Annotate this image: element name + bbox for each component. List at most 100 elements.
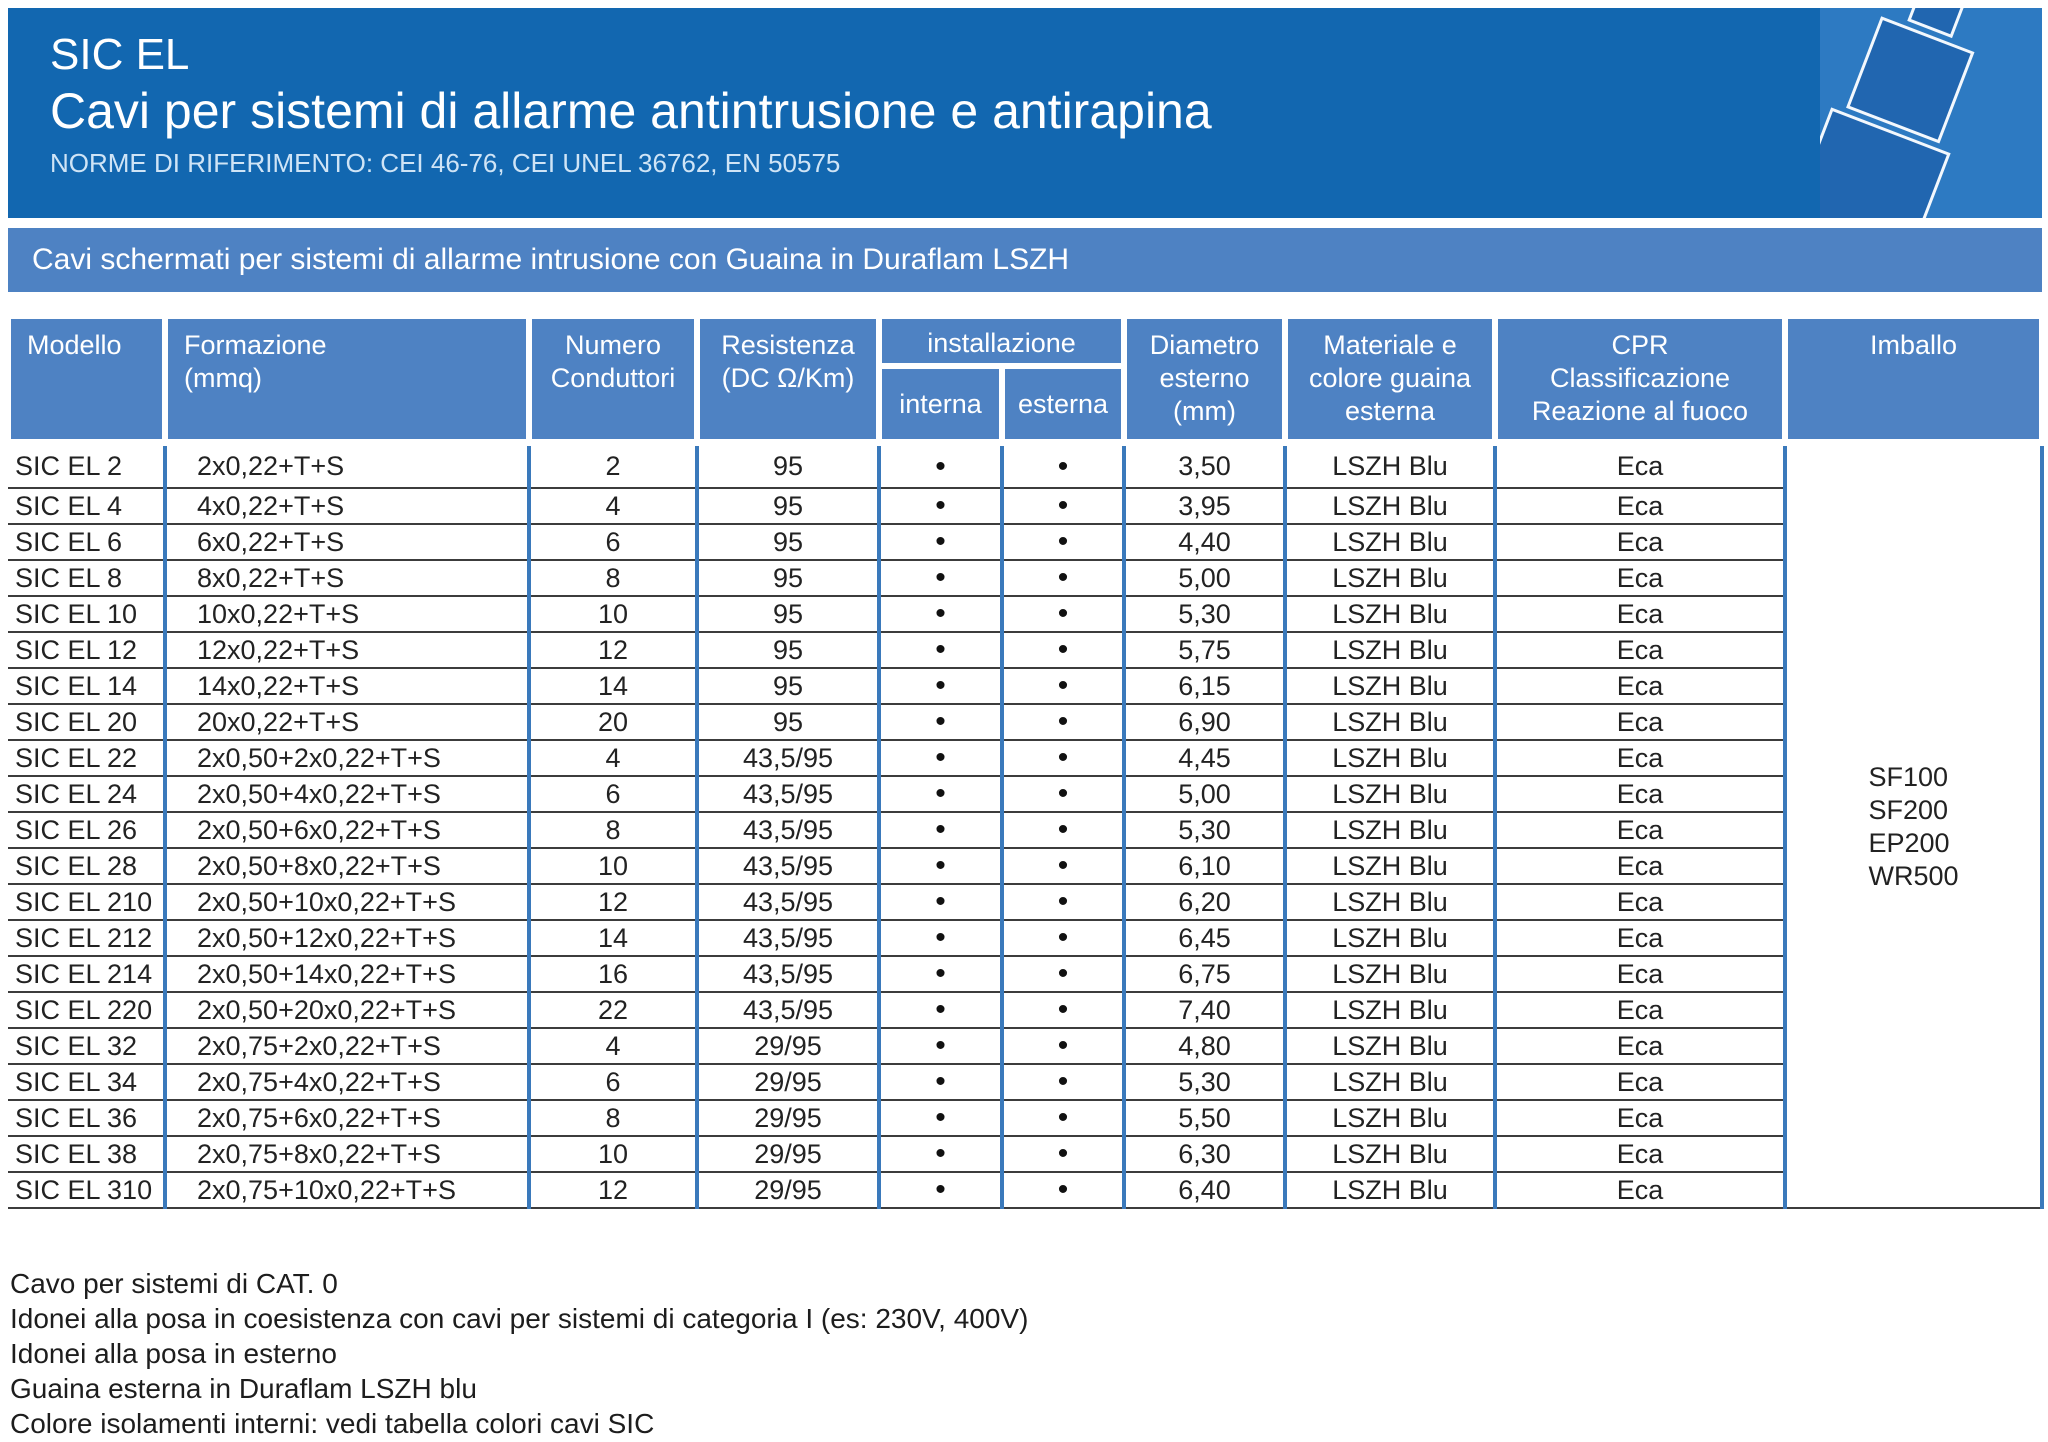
install-esterna-cell: • bbox=[1002, 955, 1126, 992]
model-cell: SIC EL 2 bbox=[8, 446, 167, 488]
conductors-cell: 6 bbox=[529, 775, 699, 812]
cpr-cell: Eca bbox=[1495, 1099, 1787, 1136]
model-cell: SIC EL 24 bbox=[8, 775, 167, 812]
diameter-cell: 4,80 bbox=[1124, 1027, 1287, 1064]
column-header-numero-conduttori: Numero Conduttori bbox=[529, 316, 697, 442]
resistance-cell: 43,5/95 bbox=[697, 991, 881, 1028]
install-interna-cell: • bbox=[879, 595, 1004, 632]
page-title: Cavi per sistemi di allarme antintrusion… bbox=[50, 83, 1212, 139]
sheath-cell: LSZH Blu bbox=[1285, 667, 1497, 704]
install-interna-cell: • bbox=[879, 631, 1004, 668]
table-row: SIC EL 36 2x0,75+6x0,22+T+S 8 29/95 • • … bbox=[8, 1099, 2042, 1136]
sheath-cell: LSZH Blu bbox=[1285, 955, 1497, 992]
cpr-cell: Eca bbox=[1495, 1171, 1787, 1209]
formation-cell: 2x0,50+14x0,22+T+S bbox=[165, 955, 531, 992]
sheath-cell: LSZH Blu bbox=[1285, 523, 1497, 560]
diameter-cell: 5,30 bbox=[1124, 1063, 1287, 1100]
install-esterna-cell: • bbox=[1002, 1027, 1126, 1064]
model-cell: SIC EL 220 bbox=[8, 991, 167, 1028]
column-header-installazione: installazione bbox=[879, 316, 1124, 366]
diameter-cell: 5,75 bbox=[1124, 631, 1287, 668]
formation-cell: 10x0,22+T+S bbox=[165, 595, 531, 632]
note-line: Guaina esterna in Duraflam LSZH blu bbox=[10, 1373, 477, 1404]
install-interna-cell: • bbox=[879, 1099, 1004, 1136]
column-header-materiale: Materiale e colore guaina esterna bbox=[1285, 316, 1495, 442]
cpr-cell: Eca bbox=[1495, 1027, 1787, 1064]
install-interna-cell: • bbox=[879, 739, 1004, 776]
table-row: SIC EL 214 2x0,50+14x0,22+T+S 16 43,5/95… bbox=[8, 955, 2042, 992]
install-interna-cell: • bbox=[879, 1171, 1004, 1209]
diameter-cell: 5,00 bbox=[1124, 559, 1287, 596]
formation-cell: 2x0,50+12x0,22+T+S bbox=[165, 919, 531, 956]
table-row: SIC EL 38 2x0,75+8x0,22+T+S 10 29/95 • •… bbox=[8, 1135, 2042, 1172]
install-esterna-cell: • bbox=[1002, 775, 1126, 812]
install-esterna-cell: • bbox=[1002, 446, 1126, 488]
model-cell: SIC EL 214 bbox=[8, 955, 167, 992]
section-banner: Cavi schermati per sistemi di allarme in… bbox=[8, 228, 2042, 292]
conductors-cell: 12 bbox=[529, 1171, 699, 1209]
sheath-cell: LSZH Blu bbox=[1285, 847, 1497, 884]
conductors-cell: 14 bbox=[529, 667, 699, 704]
formation-cell: 2x0,50+6x0,22+T+S bbox=[165, 811, 531, 848]
install-interna-cell: • bbox=[879, 919, 1004, 956]
diameter-cell: 5,30 bbox=[1124, 595, 1287, 632]
install-esterna-cell: • bbox=[1002, 847, 1126, 884]
table-row: SIC EL 4 4x0,22+T+S 4 95 • • 3,95 LSZH B… bbox=[8, 487, 2042, 524]
resistance-cell: 29/95 bbox=[697, 1027, 881, 1064]
column-header-diametro: Diametro esterno (mm) bbox=[1124, 316, 1285, 442]
install-esterna-cell: • bbox=[1002, 883, 1126, 920]
conductors-cell: 8 bbox=[529, 559, 699, 596]
conductors-cell: 20 bbox=[529, 703, 699, 740]
diameter-cell: 5,50 bbox=[1124, 1099, 1287, 1136]
cpr-cell: Eca bbox=[1495, 739, 1787, 776]
table-row: SIC EL 32 2x0,75+2x0,22+T+S 4 29/95 • • … bbox=[8, 1027, 2042, 1064]
table-header: Modello Formazione (mmq) Numero Condutto… bbox=[8, 316, 2042, 442]
conductors-cell: 10 bbox=[529, 595, 699, 632]
install-esterna-cell: • bbox=[1002, 811, 1126, 848]
cpr-cell: Eca bbox=[1495, 955, 1787, 992]
install-esterna-cell: • bbox=[1002, 1063, 1126, 1100]
diameter-cell: 6,90 bbox=[1124, 703, 1287, 740]
resistance-cell: 95 bbox=[697, 595, 881, 632]
column-header-modello: Modello bbox=[8, 316, 165, 442]
model-cell: SIC EL 20 bbox=[8, 703, 167, 740]
column-header-interna: interna bbox=[879, 366, 1002, 442]
cpr-cell: Eca bbox=[1495, 523, 1787, 560]
sheath-cell: LSZH Blu bbox=[1285, 703, 1497, 740]
cpr-cell: Eca bbox=[1495, 1135, 1787, 1172]
diameter-cell: 4,40 bbox=[1124, 523, 1287, 560]
install-interna-cell: • bbox=[879, 703, 1004, 740]
note-line: Idonei alla posa in coesistenza con cavi… bbox=[10, 1303, 1029, 1334]
model-cell: SIC EL 28 bbox=[8, 847, 167, 884]
cpr-cell: Eca bbox=[1495, 775, 1787, 812]
install-interna-cell: • bbox=[879, 1027, 1004, 1064]
note-line: Idonei alla posa in esterno bbox=[10, 1338, 337, 1369]
formation-cell: 2x0,75+8x0,22+T+S bbox=[165, 1135, 531, 1172]
sheath-cell: LSZH Blu bbox=[1285, 1099, 1497, 1136]
model-cell: SIC EL 34 bbox=[8, 1063, 167, 1100]
table-row: SIC EL 220 2x0,50+20x0,22+T+S 22 43,5/95… bbox=[8, 991, 2042, 1028]
norms-line: NORME DI RIFERIMENTO: CEI 46-76, CEI UNE… bbox=[50, 148, 841, 178]
note-line: Cavo per sistemi di CAT. 0 bbox=[10, 1268, 338, 1299]
conductors-cell: 12 bbox=[529, 631, 699, 668]
formation-cell: 20x0,22+T+S bbox=[165, 703, 531, 740]
table-row: SIC EL 8 8x0,22+T+S 8 95 • • 5,00 LSZH B… bbox=[8, 559, 2042, 596]
resistance-cell: 43,5/95 bbox=[697, 955, 881, 992]
sheath-cell: LSZH Blu bbox=[1285, 1063, 1497, 1100]
diameter-cell: 6,40 bbox=[1124, 1171, 1287, 1209]
install-esterna-cell: • bbox=[1002, 739, 1126, 776]
resistance-cell: 43,5/95 bbox=[697, 775, 881, 812]
model-cell: SIC EL 4 bbox=[8, 487, 167, 524]
formation-cell: 2x0,50+4x0,22+T+S bbox=[165, 775, 531, 812]
conductors-cell: 6 bbox=[529, 1063, 699, 1100]
cpr-cell: Eca bbox=[1495, 446, 1787, 488]
cable-icon bbox=[1820, 8, 2017, 218]
formation-cell: 12x0,22+T+S bbox=[165, 631, 531, 668]
formation-cell: 2x0,50+20x0,22+T+S bbox=[165, 991, 531, 1028]
resistance-cell: 95 bbox=[697, 667, 881, 704]
conductors-cell: 4 bbox=[529, 487, 699, 524]
formation-cell: 6x0,22+T+S bbox=[165, 523, 531, 560]
cpr-cell: Eca bbox=[1495, 1063, 1787, 1100]
table-row: SIC EL 28 2x0,50+8x0,22+T+S 10 43,5/95 •… bbox=[8, 847, 2042, 884]
sheath-cell: LSZH Blu bbox=[1285, 883, 1497, 920]
